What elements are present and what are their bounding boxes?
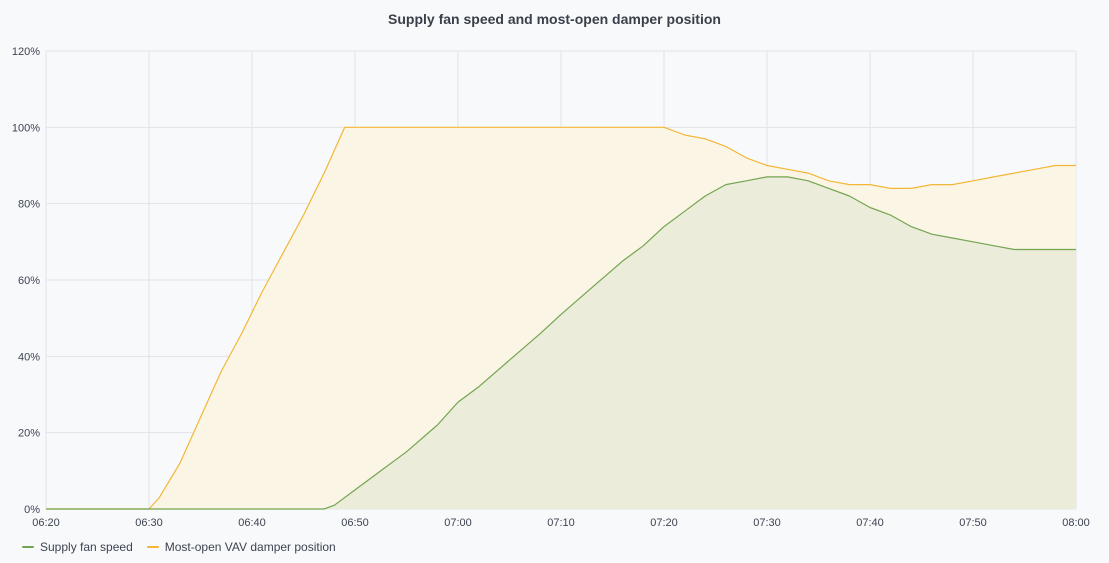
series-line-damper-position[interactable] (46, 126, 1076, 510)
chart-title: Supply fan speed and most-open damper po… (388, 11, 721, 27)
series-layer (46, 126, 1076, 510)
x-tick-label: 07:00 (444, 517, 472, 529)
x-tick-label: 07:30 (753, 517, 781, 529)
legend-swatch-damper-position (146, 546, 159, 548)
legend: Supply fan speed Most-open VAV damper po… (22, 540, 336, 554)
x-tick-label: 07:40 (856, 517, 884, 529)
legend-item-supply-fan-speed[interactable]: Supply fan speed (22, 540, 133, 554)
y-tick-label: 100% (12, 122, 40, 134)
x-tick-label: 06:50 (341, 517, 369, 529)
x-tick-label: 08:00 (1062, 517, 1090, 529)
legend-swatch-supply-fan-speed (22, 546, 34, 548)
x-tick-label: 07:50 (959, 517, 987, 529)
y-tick-label: 120% (12, 46, 40, 58)
y-tick-label: 80% (18, 199, 40, 211)
legend-label-supply-fan-speed: Supply fan speed (40, 540, 133, 554)
x-tick-label: 07:20 (650, 517, 678, 529)
series-area-supply-fan-speed (46, 176, 1076, 509)
y-tick-label: 40% (18, 351, 40, 363)
axis-layer: 0% 20% 40% 60% 80% 100% 120% 06:20 06:30 06:40 06:… (12, 46, 1090, 529)
legend-item-damper-position[interactable]: Most-open VAV damper position (146, 540, 336, 554)
legend-label-damper-position: Most-open VAV damper position (164, 540, 336, 554)
y-tick-label: 0% (24, 504, 40, 516)
x-tick-label: 07:10 (547, 517, 575, 529)
x-tick-label: 06:40 (238, 517, 266, 529)
y-tick-label: 60% (18, 275, 40, 287)
series-line-supply-fan-speed[interactable] (46, 176, 1076, 510)
y-tick-label: 20% (18, 428, 40, 440)
x-tick-label: 06:20 (32, 517, 60, 529)
x-tick-label: 06:30 (135, 517, 163, 529)
